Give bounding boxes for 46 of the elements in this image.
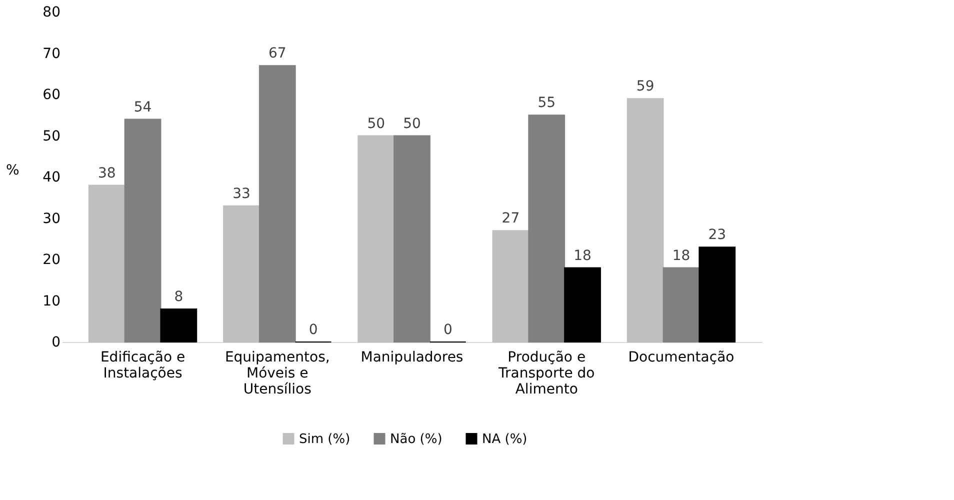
data-label: 18 [574, 248, 592, 264]
y-tick-label: 60 [42, 87, 60, 103]
y-tick-label: 70 [42, 46, 60, 62]
data-label: 67 [268, 46, 286, 62]
data-label: 18 [672, 248, 690, 264]
bar [124, 118, 162, 342]
x-tick-label: Edificação e Instalações [100, 350, 186, 382]
y-tick-label: 0 [52, 334, 60, 350]
data-label: 0 [308, 322, 318, 338]
bar [662, 267, 700, 342]
y-tick-label: 30 [42, 210, 60, 227]
bar [88, 184, 126, 342]
data-label: 50 [367, 116, 386, 132]
y-tick-label: 40 [42, 170, 60, 186]
bar [160, 308, 198, 342]
data-label: 23 [708, 227, 726, 244]
bar [564, 267, 601, 342]
data-label: 55 [538, 95, 556, 112]
x-tick-label: Produção e Transporte do Alimento [498, 350, 595, 398]
data-label: 33 [232, 186, 250, 202]
bar [223, 205, 260, 342]
legend-label: NA (%) [482, 432, 528, 447]
bar [258, 65, 296, 342]
data-label: 27 [502, 210, 520, 227]
data-label: 54 [134, 99, 152, 116]
legend-label: Sim (%) [299, 432, 350, 447]
bar [358, 135, 395, 342]
data-label: 38 [98, 165, 116, 182]
data-label: 0 [443, 322, 452, 338]
y-axis-title: % [6, 162, 20, 178]
data-label: 59 [636, 78, 654, 95]
y-tick-label: 20 [42, 252, 60, 268]
bar [394, 135, 430, 342]
bar [626, 98, 664, 342]
y-tick-label: 50 [42, 128, 60, 144]
x-tick-label: Documentação [628, 350, 734, 366]
legend-label: Não (%) [390, 432, 442, 447]
data-label: 8 [174, 289, 184, 305]
x-tick-label: Manipuladores [360, 350, 464, 366]
y-tick-label: 80 [42, 4, 60, 20]
bar [492, 230, 530, 342]
x-tick-label: Equipamentos, Móveis e Utensílios [224, 350, 330, 398]
data-label: 50 [403, 116, 421, 132]
bar [698, 246, 736, 342]
bar [528, 114, 566, 342]
y-tick-label: 10 [42, 293, 60, 310]
